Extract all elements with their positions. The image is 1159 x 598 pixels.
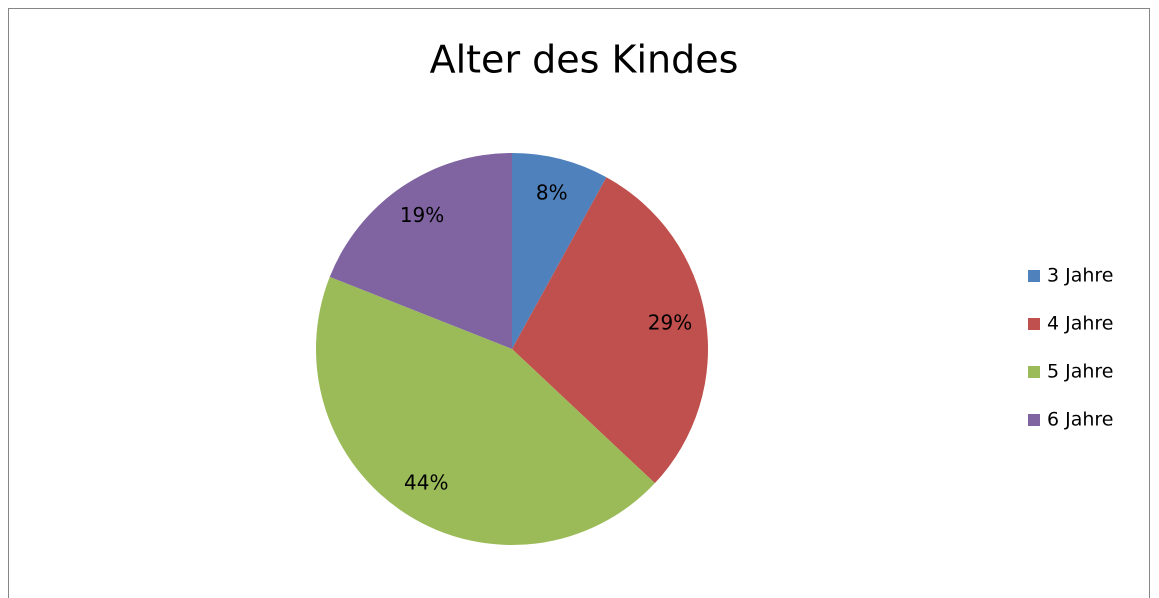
data-label: 29% xyxy=(648,310,692,334)
data-label: 44% xyxy=(404,471,448,495)
pie-slice xyxy=(512,177,709,484)
legend-label: 5 Jahre xyxy=(1047,361,1114,383)
legend-swatch xyxy=(1028,414,1040,426)
legend-label: 4 Jahre xyxy=(1047,313,1114,335)
chart-title: Alter des Kindes xyxy=(430,38,739,82)
legend-label: 6 Jahre xyxy=(1047,409,1114,431)
pie-slice xyxy=(512,153,607,349)
data-label: 19% xyxy=(400,203,444,227)
pie-slice xyxy=(315,276,655,546)
legend-swatch xyxy=(1028,270,1040,282)
legend-label: 3 Jahre xyxy=(1047,265,1114,287)
data-label: 8% xyxy=(536,181,568,205)
pie-slice xyxy=(329,153,512,349)
legend-swatch xyxy=(1028,318,1040,330)
legend-swatch xyxy=(1028,366,1040,378)
